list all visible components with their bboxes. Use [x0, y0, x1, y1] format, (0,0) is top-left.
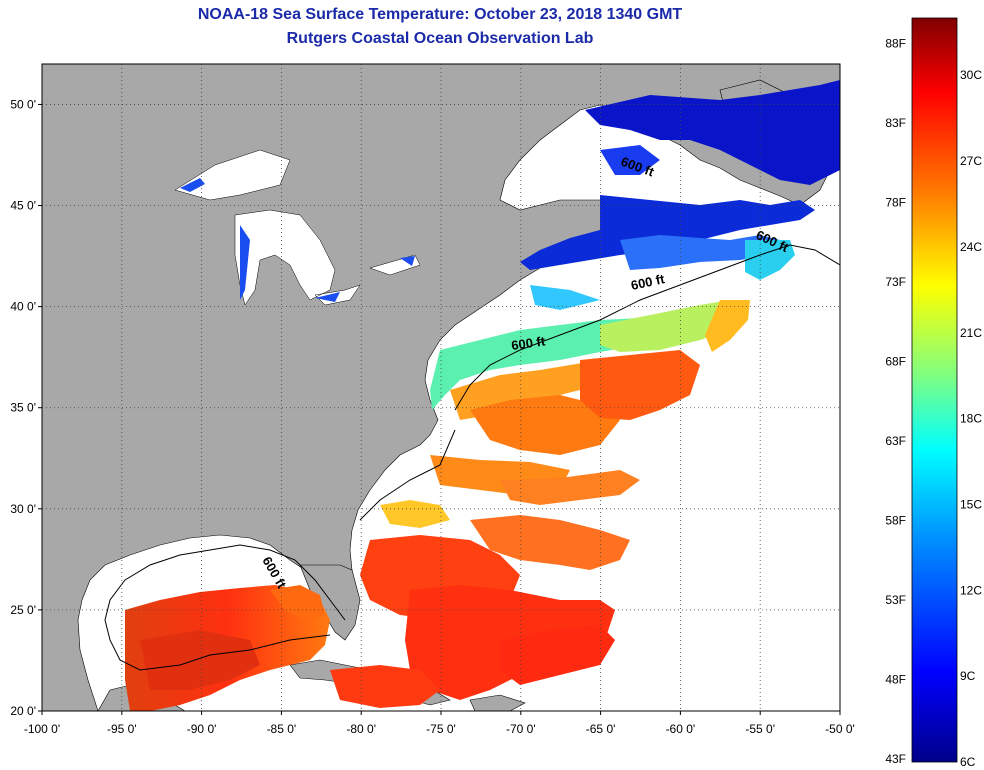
great-lakes: [174, 149, 421, 306]
lon-tick-label: -50 0': [825, 722, 855, 736]
lon-tick-label: -100 0': [24, 722, 60, 736]
colorbar-fahrenheit-label: 43F: [885, 752, 906, 766]
colorbar-fahrenheit-labels: 88F 83F 78F 73F 68F 63F 58F 53F 48F 43F: [885, 36, 906, 765]
lat-tick-label: 40 0': [10, 300, 36, 314]
colorbar-celsius-label: 18C: [960, 412, 982, 426]
lon-tick-label: -55 0': [745, 722, 775, 736]
lon-tick-label: -75 0': [426, 722, 456, 736]
lat-tick-label: 45 0': [10, 199, 36, 213]
lat-tick-label: 50 0': [10, 97, 36, 111]
lat-tick-label: 25 0': [10, 603, 36, 617]
contour-label-gulf-of-maine: 600 ft: [630, 271, 667, 293]
contour-label-midatlantic: 600 ft: [510, 333, 546, 353]
map-subtitle: Rutgers Coastal Ocean Observation Lab: [286, 30, 594, 47]
lon-tick-label: -70 0': [506, 722, 536, 736]
colorbar-celsius-label: 15C: [960, 497, 982, 511]
lon-tick-label: -80 0': [346, 722, 376, 736]
colorbar-celsius-label: 6C: [960, 755, 976, 769]
colorbar-fahrenheit-label: 68F: [885, 354, 906, 368]
colorbar-fahrenheit-label: 88F: [885, 36, 906, 50]
map-title: NOAA-18 Sea Surface Temperature: October…: [197, 6, 683, 23]
colorbar-celsius-label: 24C: [960, 240, 982, 254]
colorbar-celsius-label: 27C: [960, 154, 982, 168]
colorbar-fahrenheit-label: 73F: [885, 275, 906, 289]
lon-tick-label: -85 0': [267, 722, 297, 736]
lat-tick-label: 35 0': [10, 401, 36, 415]
colorbar-fahrenheit-label: 48F: [885, 672, 906, 686]
lat-tick-label: 30 0': [10, 502, 36, 516]
colorbar-celsius-label: 30C: [960, 68, 982, 82]
depth-contour-600ft: [104, 244, 840, 671]
latitude-axis: 50 0' 45 0' 40 0' 35 0' 30 0' 25 0' 20 0': [10, 97, 42, 718]
lon-tick-label: -65 0': [586, 722, 616, 736]
colorbar-fahrenheit-label: 78F: [885, 195, 906, 209]
colorbar-fahrenheit-label: 63F: [885, 434, 906, 448]
lon-tick-label: -90 0': [187, 722, 217, 736]
colorbar-celsius-label: 9C: [960, 669, 976, 683]
lon-tick-label: -95 0': [107, 722, 137, 736]
colorbar-fahrenheit-label: 83F: [885, 116, 906, 130]
lat-lon-grid: [42, 64, 840, 711]
colorbar-celsius-label: 12C: [960, 583, 982, 597]
colorbar-celsius-label: 21C: [960, 326, 982, 340]
longitude-axis: -100 0' -95 0' -90 0' -85 0' -80 0' -75 0' -70…: [24, 711, 855, 736]
colorbar-celsius-labels: 30C 27C 24C 21C 18C 15C 12C 9C 6C: [960, 68, 982, 769]
land-hispaniola: [469, 694, 526, 711]
sst-patches: [125, 80, 840, 711]
colorbar: [911, 17, 958, 763]
lon-tick-label: -60 0': [666, 722, 696, 736]
colorbar-fahrenheit-label: 58F: [885, 513, 906, 527]
colorbar-fahrenheit-label: 53F: [885, 593, 906, 607]
lat-tick-label: 20 0': [10, 704, 36, 718]
